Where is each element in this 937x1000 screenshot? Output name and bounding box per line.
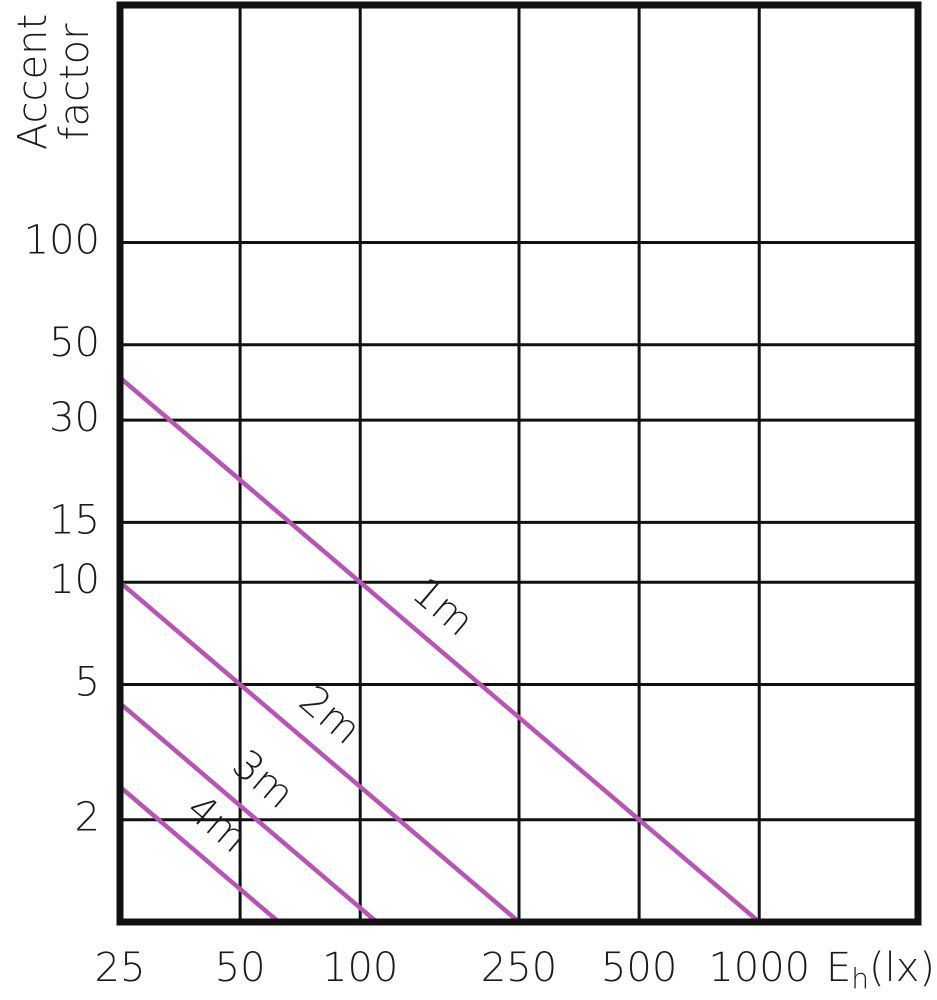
series-label: 3m [224,741,303,818]
x-axis-title-sub: h [851,962,869,995]
x-tick-label: 100 [322,945,398,991]
y-axis-title: Accent factor [10,14,98,150]
series-label: 1m [403,569,482,646]
x-axis-title: Eh(lx) [826,945,935,995]
series-label: 4m [177,785,256,862]
y-tick-label: 10 [49,557,100,603]
y-tick-label: 30 [49,395,100,441]
y-tick-label: 50 [49,320,100,366]
series-line [118,701,379,924]
series-line [118,375,761,924]
x-tick-label: 25 [95,945,146,991]
y-tick-label: 5 [75,660,100,706]
x-tick-label: 500 [601,945,677,991]
series-label: 2m [290,677,369,754]
x-tick-label: 1000 [708,945,810,991]
x-axis-title-rest: (lx) [869,945,935,991]
y-axis-title-line: factor [52,23,98,141]
series-line [118,580,521,924]
x-axis-title-main: E [826,945,851,991]
y-tick-label: 100 [24,217,100,263]
y-axis-title-line: Accent [10,14,56,150]
x-tick-label: 50 [215,945,266,991]
plot-frame [116,1,922,926]
x-tick-label: 250 [481,945,557,991]
series-line [118,785,281,924]
y-tick-label: 15 [49,497,100,543]
y-tick-label: 2 [75,795,100,841]
